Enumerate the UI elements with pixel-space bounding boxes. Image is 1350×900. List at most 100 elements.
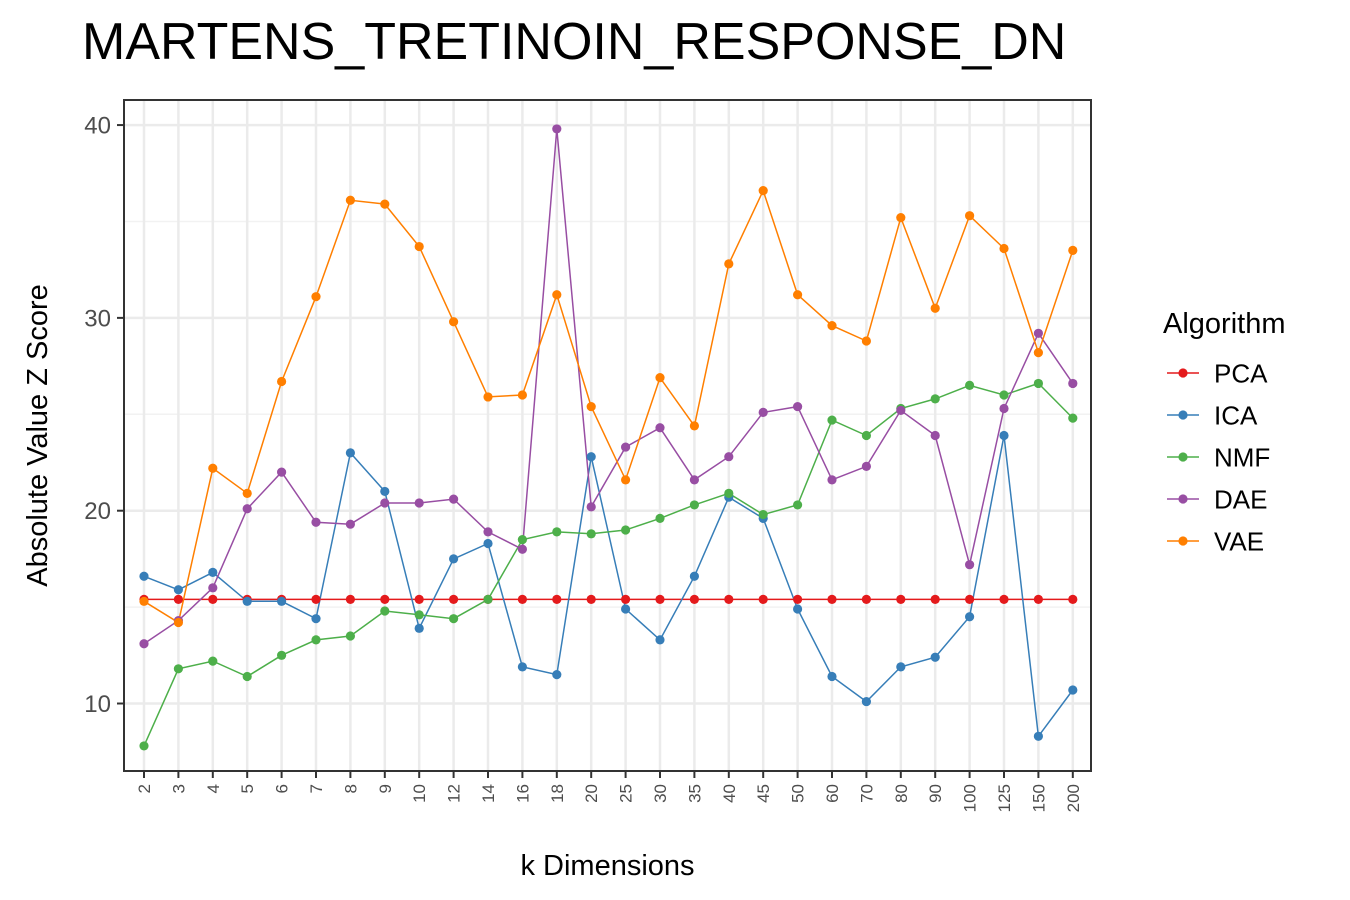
data-point-dae: [552, 124, 562, 134]
data-point-dae: [311, 517, 321, 527]
x-tick-label: 150: [1029, 784, 1048, 812]
series-line-nmf: [143, 382, 1074, 747]
data-point-pca: [380, 594, 390, 604]
data-point-vae: [277, 376, 287, 387]
data-point-nmf: [621, 525, 631, 535]
data-point-nmf: [861, 430, 872, 441]
data-point-dae: [930, 430, 940, 441]
data-point-nmf: [586, 529, 596, 539]
data-point-nmf: [758, 509, 768, 520]
legend-key-point: [1178, 494, 1188, 504]
data-point-dae: [380, 498, 390, 508]
data-point-vae: [724, 259, 734, 269]
x-tick-label: 2: [135, 784, 154, 793]
y-tick-label: 40: [84, 113, 111, 140]
data-point-pca: [414, 594, 424, 604]
x-tick-label: 80: [892, 784, 911, 803]
data-point-vae: [896, 213, 906, 223]
data-point-vae: [655, 373, 665, 383]
x-tick-label: 70: [857, 784, 876, 803]
data-point-vae: [861, 336, 872, 346]
data-point-pca: [1068, 594, 1078, 604]
data-point-ica: [242, 596, 252, 606]
data-point-ica: [861, 696, 872, 707]
data-point-vae: [517, 390, 528, 400]
y-tick-label: 20: [84, 498, 111, 525]
data-point-ica: [689, 571, 700, 581]
series-line-ica: [143, 435, 1074, 739]
data-point-pca: [793, 594, 803, 604]
x-tick-label: 10: [410, 784, 429, 803]
data-point-pca: [345, 594, 355, 604]
data-point-ica: [793, 604, 803, 614]
data-point-ica: [414, 623, 424, 633]
data-point-pca: [208, 594, 218, 604]
data-point-pca: [517, 594, 528, 604]
legend-label-pca: PCA: [1214, 359, 1268, 389]
data-point-ica: [208, 567, 218, 577]
data-point-nmf: [724, 488, 734, 498]
data-point-nmf: [173, 664, 183, 674]
data-point-dae: [586, 502, 596, 512]
x-tick-label: 25: [617, 784, 636, 803]
data-point-vae: [965, 211, 975, 221]
data-point-vae: [380, 199, 390, 209]
data-point-nmf: [311, 635, 321, 645]
legend-label-dae: DAE: [1214, 485, 1267, 515]
data-point-ica: [277, 596, 287, 606]
data-point-ica: [655, 635, 665, 645]
x-tick-label: 100: [961, 784, 980, 812]
data-point-dae: [139, 639, 149, 649]
data-point-dae: [1068, 378, 1078, 389]
data-point-ica: [1068, 685, 1078, 695]
x-tick-label: 40: [720, 784, 739, 803]
data-point-nmf: [827, 415, 837, 425]
data-point-ica: [586, 452, 596, 462]
data-point-pca: [173, 594, 183, 604]
data-point-vae: [930, 303, 940, 313]
x-axis-label: k Dimensions: [520, 850, 694, 882]
data-point-vae: [449, 317, 459, 327]
data-point-pca: [586, 594, 596, 604]
data-point-pca: [999, 594, 1009, 604]
y-tick-label: 10: [84, 691, 111, 718]
data-point-nmf: [345, 631, 355, 641]
data-point-nmf: [208, 656, 218, 666]
data-point-dae: [861, 461, 872, 471]
data-point-pca: [827, 594, 837, 604]
data-point-pca: [449, 594, 459, 604]
data-point-vae: [414, 241, 424, 252]
data-point-pca: [621, 594, 631, 604]
data-point-vae: [345, 195, 355, 205]
chart-title: MARTENS_TRETINOIN_RESPONSE_DN: [82, 13, 1067, 71]
data-point-nmf: [414, 610, 424, 620]
data-point-vae: [1068, 245, 1078, 255]
data-point-nmf: [380, 606, 390, 616]
data-point-ica: [930, 652, 940, 662]
data-point-dae: [896, 405, 906, 416]
x-tick-label: 4: [204, 784, 223, 793]
data-point-dae: [483, 527, 493, 537]
data-point-pca: [552, 594, 562, 604]
data-point-dae: [242, 504, 252, 514]
data-point-nmf: [449, 614, 459, 624]
data-point-dae: [655, 423, 665, 433]
data-point-dae: [414, 498, 424, 508]
x-tick-label: 20: [582, 784, 601, 803]
data-point-nmf: [1068, 413, 1078, 423]
data-point-nmf: [689, 500, 700, 510]
data-point-ica: [483, 538, 493, 549]
data-point-pca: [1033, 594, 1043, 604]
data-point-pca: [689, 594, 700, 604]
x-tick-label: 50: [789, 784, 808, 803]
data-point-pca: [655, 594, 665, 604]
data-point-vae: [1033, 347, 1043, 358]
x-tick-label: 35: [685, 784, 704, 803]
x-tick-label: 6: [273, 784, 292, 793]
data-point-pca: [930, 594, 940, 604]
data-point-dae: [827, 475, 837, 485]
data-point-ica: [345, 448, 355, 458]
data-point-ica: [621, 604, 631, 614]
data-point-dae: [999, 403, 1009, 414]
